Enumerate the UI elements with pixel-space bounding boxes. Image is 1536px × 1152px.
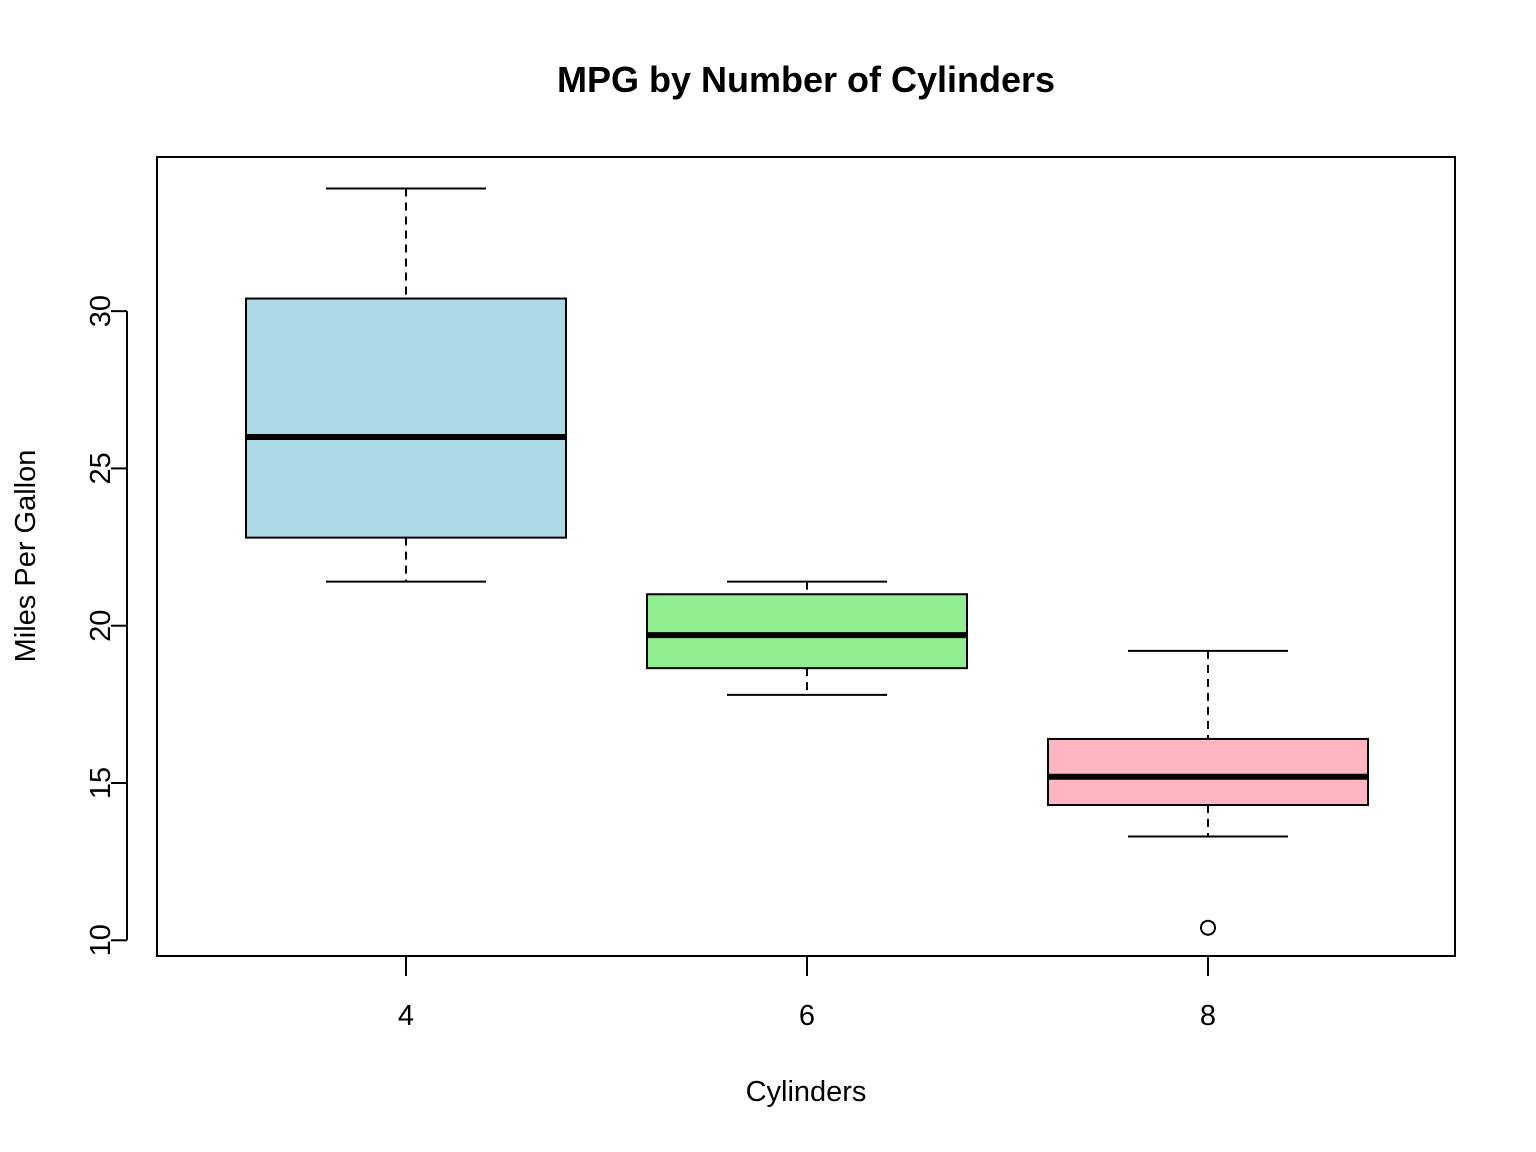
outlier-point (1200, 919, 1216, 936)
y-tick-label: 15 (85, 767, 117, 799)
box-iqr (1047, 737, 1369, 807)
y-axis: 10 15 20 25 30 (85, 295, 128, 956)
box-series (245, 187, 1369, 936)
x-tick-label: 8 (1200, 1000, 1216, 1032)
box-iqr (646, 593, 968, 670)
box-iqr (245, 297, 567, 539)
box-group-8 (1047, 649, 1369, 936)
y-tick-label: 30 (85, 295, 117, 327)
box-group-4 (245, 187, 567, 583)
y-tick-label: 10 (85, 924, 117, 956)
x-axis: 4 6 8 (398, 955, 1216, 1032)
x-axis-title: Cylinders (746, 1076, 867, 1108)
y-tick-label: 25 (85, 452, 117, 484)
x-tick-label: 4 (398, 1000, 414, 1032)
chart-title: MPG by Number of Cylinders (557, 59, 1055, 100)
y-axis-title: Miles Per Gallon (10, 450, 42, 663)
box-group-6 (646, 580, 968, 696)
x-tick-label: 6 (799, 1000, 815, 1032)
y-tick-label: 20 (85, 610, 117, 642)
